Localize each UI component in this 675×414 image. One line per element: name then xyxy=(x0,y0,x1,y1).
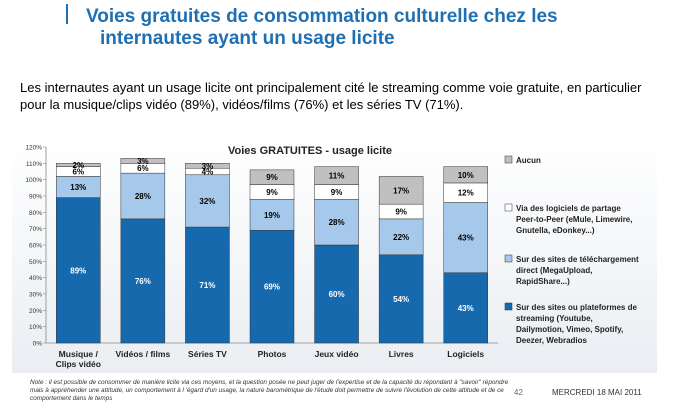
bar-segment xyxy=(185,174,230,228)
page-title-line1: Voies gratuites de consommation culturel… xyxy=(86,6,558,27)
stacked-bar-chart: 0% 10% 20% 30% 40% 50% 60% 70% 80% 90% 100% 110% 120… xyxy=(25,145,639,370)
bar-segment xyxy=(314,166,359,185)
bar-segment xyxy=(443,202,488,274)
data-label: 6% xyxy=(137,164,149,173)
bar-segment xyxy=(185,163,230,169)
x-tick-label: Séries TV xyxy=(188,349,227,359)
legend-entry: Sur des sites ou plateformes de xyxy=(516,303,637,312)
x-tick-label: Vidéos / films xyxy=(116,349,171,359)
chart-panel: 0% 10% 20% 30% 40% 50% 60% 70% 80% 90% 100% 110% 120… xyxy=(12,137,657,373)
legend-swatch xyxy=(504,155,513,164)
x-tick-label: Clips vidéo xyxy=(56,359,101,369)
bar-segment xyxy=(314,199,359,246)
legend-entry: Peer-to-Peer (eMule, Limewire, xyxy=(516,215,632,224)
data-label: 43% xyxy=(458,304,474,313)
legend-entry: direct (MegaUpload, xyxy=(516,266,592,275)
data-label: 13% xyxy=(70,183,86,192)
bar-segment xyxy=(120,172,166,220)
y-tick-label: 0% xyxy=(33,341,43,348)
bar-segment xyxy=(443,272,488,344)
x-tick-label: Photos xyxy=(258,349,287,359)
legend-entry: Sur des sites de téléchargement xyxy=(516,255,639,264)
page-title: Voies gratuites de consommation culturel… xyxy=(86,6,666,50)
bar-segment xyxy=(378,254,424,344)
bar-segment xyxy=(249,199,295,231)
x-tick-label: Logiciels xyxy=(447,349,484,359)
legend-entry: Aucun xyxy=(516,156,541,165)
legend-entry: Deezer, Webradios xyxy=(516,336,588,345)
y-tick-label: 80% xyxy=(29,210,42,217)
y-tick-label: 70% xyxy=(29,226,42,233)
x-tick-label: Jeux vidéo xyxy=(315,349,359,359)
x-tick-label: Musique / xyxy=(59,349,99,359)
bar-segment xyxy=(120,218,166,344)
footer-date: MERCREDI 18 MAI 2011 xyxy=(552,388,642,397)
data-label: 28% xyxy=(329,218,345,227)
data-label: 10% xyxy=(458,171,474,180)
data-label: 12% xyxy=(458,189,474,198)
x-tick-label: Livres xyxy=(389,349,414,359)
data-label: 9% xyxy=(266,188,278,197)
legend-entry: RapidShare...) xyxy=(516,277,570,286)
data-label: 71% xyxy=(199,281,215,290)
bar-segment xyxy=(249,230,295,344)
intro-text: Les internautes ayant un usage licite on… xyxy=(20,80,642,112)
legend-swatch xyxy=(504,302,513,311)
bar-segment xyxy=(120,158,166,164)
data-label: 54% xyxy=(393,295,409,304)
bar-segment xyxy=(56,197,101,344)
data-label: 9% xyxy=(331,188,343,197)
bar-segment xyxy=(56,163,101,167)
footnote: Note : il est possible de consommer de m… xyxy=(30,379,509,402)
y-tick-label: 20% xyxy=(29,308,42,315)
legend-entry: Via des logiciels de partage xyxy=(516,204,621,213)
title-accent-bar xyxy=(66,4,68,24)
data-label: 4% xyxy=(202,168,214,177)
y-tick-label: 120% xyxy=(25,145,42,152)
y-tick-label: 30% xyxy=(29,292,42,299)
data-label: 2% xyxy=(73,161,85,170)
y-tick-label: 10% xyxy=(29,324,42,331)
bar-segment xyxy=(185,226,230,344)
data-label: 3% xyxy=(137,157,149,166)
legend-entry: streaming (Youtube, xyxy=(516,314,593,323)
data-label: 28% xyxy=(135,192,151,201)
bar-segment xyxy=(378,218,424,256)
legend-swatch xyxy=(504,254,513,263)
data-label: 76% xyxy=(135,277,151,286)
data-label: 17% xyxy=(393,186,409,195)
page-number: 42 xyxy=(514,388,523,397)
y-tick-label: 90% xyxy=(29,194,42,201)
data-label: 32% xyxy=(199,197,215,206)
bar-segment xyxy=(443,166,488,184)
data-label: 22% xyxy=(393,233,409,242)
y-tick-label: 50% xyxy=(29,259,42,266)
bar-segment xyxy=(249,169,295,185)
y-tick-label: 110% xyxy=(26,161,42,168)
data-label: 3% xyxy=(202,162,214,171)
bar-segment xyxy=(378,176,424,205)
page-title-line2: internautes ayant un usage licite xyxy=(100,28,395,49)
bar-segment xyxy=(314,244,359,344)
data-label: 9% xyxy=(266,173,278,182)
data-label: 69% xyxy=(264,283,280,292)
data-label: 43% xyxy=(458,234,474,243)
y-tick-label: 60% xyxy=(29,243,42,250)
data-label: 9% xyxy=(395,208,407,217)
data-label: 6% xyxy=(73,168,85,177)
y-tick-label: 40% xyxy=(29,275,42,282)
data-label: 11% xyxy=(329,172,345,181)
legend-entry: Gnutella, eDonkey...) xyxy=(516,226,595,235)
data-label: 60% xyxy=(329,290,345,299)
y-tick-label: 100% xyxy=(25,177,42,184)
data-label: 19% xyxy=(264,211,280,220)
chart-title: Voies GRATUITES - usage licite xyxy=(228,145,392,157)
data-label: 89% xyxy=(70,266,86,275)
legend-swatch xyxy=(504,203,513,212)
legend-entry: Dailymotion, Vimeo, Spotify, xyxy=(516,325,623,334)
